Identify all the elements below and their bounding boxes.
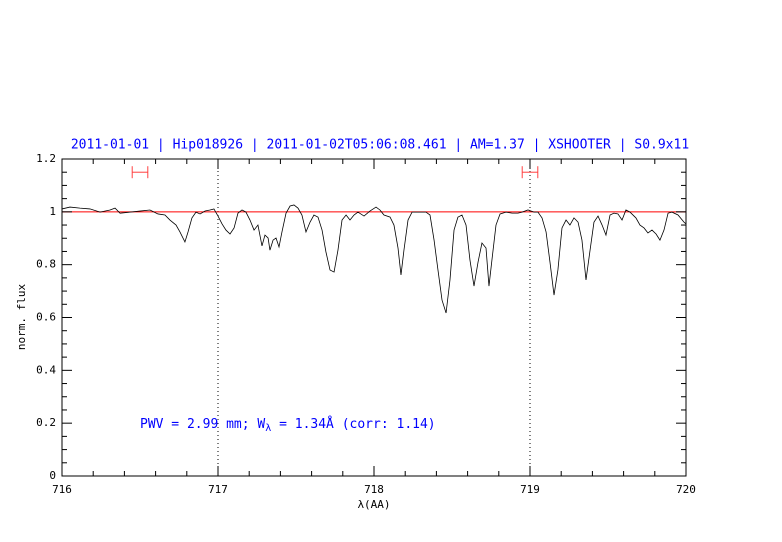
annotation-text: = 1.34Å (corr: 1.14) — [271, 416, 435, 432]
window — [131, 166, 149, 179]
y-tick-label: 0.4 — [36, 363, 56, 376]
y-tick-label: 0.8 — [36, 258, 56, 271]
x-tick-label: 720 — [676, 483, 696, 496]
x-tick-label: 716 — [52, 483, 72, 496]
y-axis-label: norm. flux — [15, 284, 28, 351]
annotation: PWV = 2.99 mm; Wλ = 1.34Å (corr: 1.14) — [140, 416, 436, 435]
y-tick-label: 1.2 — [36, 152, 56, 165]
x-tick-label: 717 — [208, 483, 228, 496]
x-tick-label: 718 — [364, 483, 384, 496]
y-tick-label: 0 — [49, 469, 56, 482]
spectrum-line — [61, 204, 687, 314]
x-axis-label: λ(AA) — [357, 498, 390, 511]
y-tick-label: 0.6 — [36, 311, 56, 324]
y-tick-label: 1 — [49, 205, 56, 218]
y-tick-label: 0.2 — [36, 416, 56, 429]
window — [521, 166, 539, 179]
annotation-text: PWV = 2.99 mm; W — [140, 417, 265, 432]
chart-title: 2011-01-01 | Hip018926 | 2011-01-02T05:0… — [71, 138, 689, 153]
x-tick-label: 719 — [520, 483, 540, 496]
annotation-subscript: λ — [265, 423, 271, 434]
